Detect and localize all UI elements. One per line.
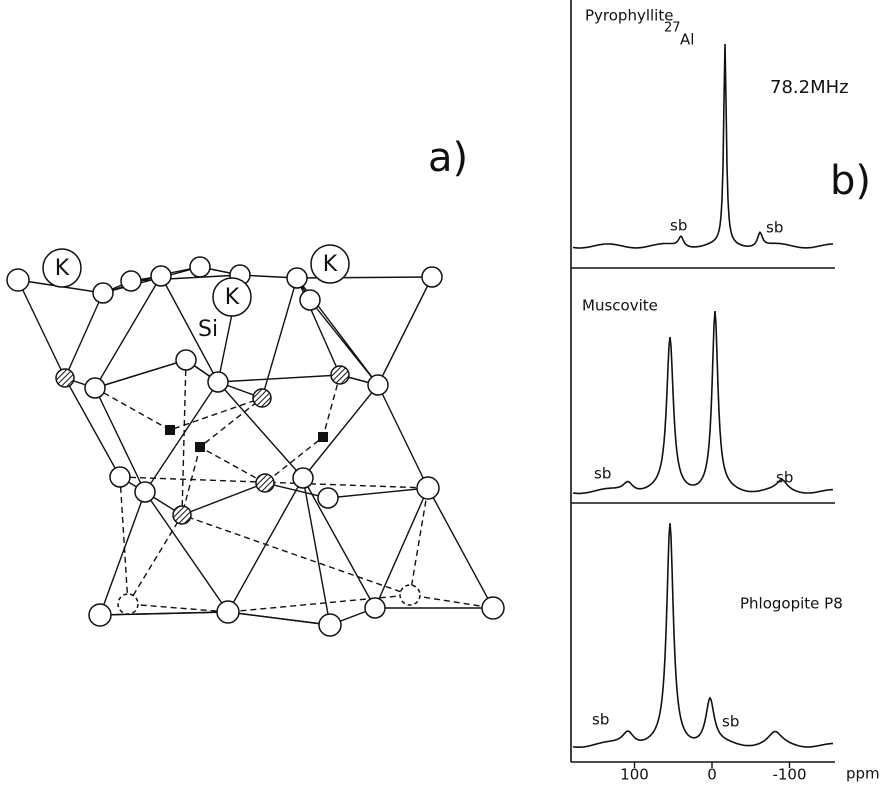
sample-name: Muscovite bbox=[582, 297, 658, 315]
atom-label: K bbox=[323, 252, 338, 277]
atom-label: K bbox=[225, 285, 240, 310]
spectrum-trace bbox=[572, 43, 834, 249]
panel-label: b) bbox=[830, 158, 871, 204]
sideband-label: sb bbox=[722, 713, 739, 731]
crystal-structure bbox=[6, 244, 505, 637]
spectrum-trace bbox=[572, 311, 834, 495]
nucleus-element: Al bbox=[680, 31, 694, 49]
tick-label: 100 bbox=[620, 766, 649, 784]
nucleus-mass: 27 bbox=[664, 21, 681, 36]
atom-label: Si bbox=[198, 317, 218, 342]
sideband-label: sb bbox=[592, 711, 609, 729]
axis-unit: ppm bbox=[846, 765, 880, 783]
sample-name: Pyrophyllite bbox=[585, 7, 673, 25]
sideband-label: sb bbox=[670, 217, 687, 235]
sideband-label: sb bbox=[594, 465, 611, 483]
sample-name: Phlogopite P8 bbox=[740, 595, 843, 613]
tick-label: 0 bbox=[707, 766, 717, 784]
sideband-label: sb bbox=[766, 219, 783, 237]
spectra bbox=[570, 0, 835, 763]
frequency: 78.2MHz bbox=[770, 77, 849, 98]
atom-label: K bbox=[55, 256, 70, 281]
tick-label: -100 bbox=[772, 766, 806, 784]
spectrum-trace bbox=[572, 523, 833, 748]
panel-label: a) bbox=[428, 135, 468, 181]
sideband-label: sb bbox=[776, 469, 793, 487]
